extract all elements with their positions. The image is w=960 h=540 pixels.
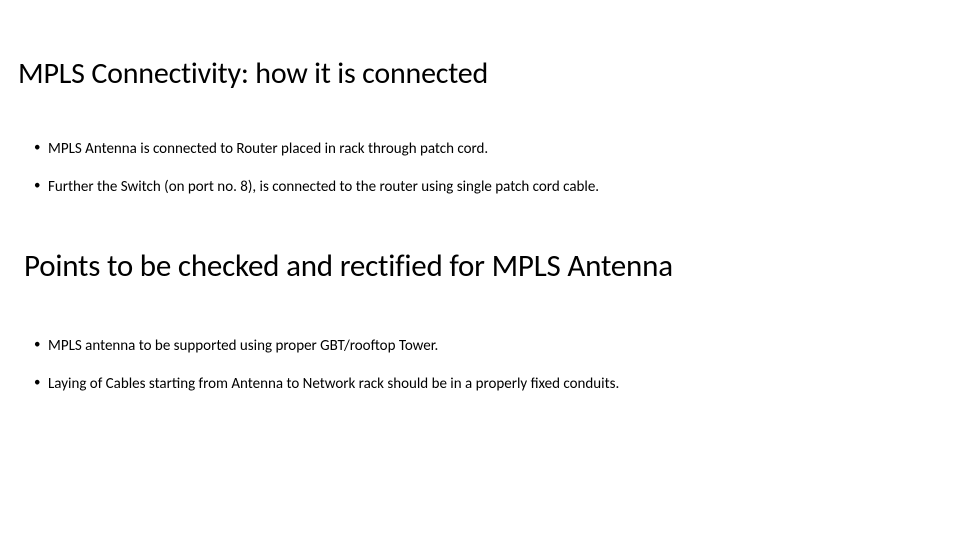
- list-item: Laying of Cables starting from Antenna t…: [34, 375, 942, 395]
- list-item: MPLS Antenna is connected to Router plac…: [34, 140, 942, 160]
- list-item: Further the Switch (on port no. 8), is c…: [34, 178, 942, 198]
- slide-heading-1: MPLS Connectivity: how it is connected: [18, 55, 942, 92]
- bullet-list-2: MPLS antenna to be supported using prope…: [18, 337, 942, 394]
- list-item: MPLS antenna to be supported using prope…: [34, 337, 942, 357]
- bullet-list-1: MPLS Antenna is connected to Router plac…: [18, 140, 942, 197]
- slide-heading-2: Points to be checked and rectified for M…: [24, 247, 942, 285]
